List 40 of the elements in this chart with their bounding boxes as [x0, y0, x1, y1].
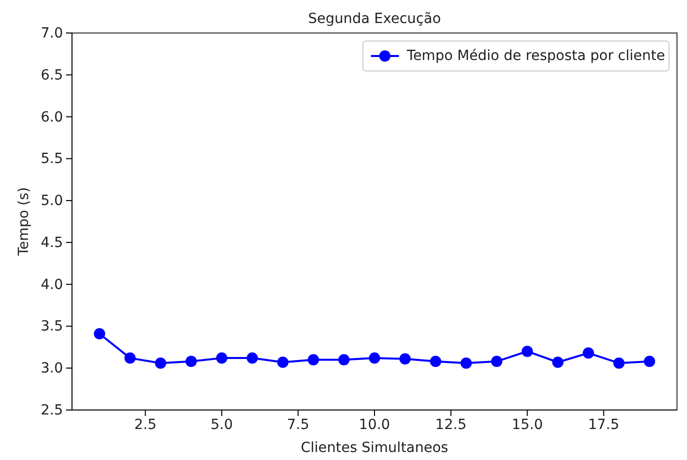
y-tick-label: 7.0 [40, 25, 63, 42]
chart-title: Segunda Execução [308, 11, 441, 27]
x-tick-label: 10.0 [358, 416, 390, 433]
x-tick-label: 7.5 [286, 416, 310, 433]
y-tick-label: 6.0 [40, 109, 63, 126]
y-tick-label: 6.5 [40, 67, 63, 84]
y-axis-title: Tempo (s) [16, 187, 32, 257]
x-tick-label: 12.5 [435, 416, 466, 433]
point [522, 346, 533, 357]
x-tick-label: 2.5 [134, 416, 156, 433]
point [124, 352, 136, 364]
y-tick-label: 4.0 [40, 276, 63, 293]
legend-label: Tempo Médio de resposta por cliente [406, 48, 665, 64]
point [613, 357, 625, 369]
point [430, 356, 442, 368]
x-tick-label: 17.5 [588, 416, 620, 433]
point [582, 347, 594, 359]
point [277, 356, 288, 368]
point [338, 354, 350, 366]
y-tick-label: 2.5 [40, 402, 63, 418]
point [368, 352, 380, 364]
point [154, 357, 166, 369]
y-tick-label: 3.5 [40, 318, 63, 335]
y-tick-label: 5.5 [40, 151, 63, 168]
point [308, 354, 320, 366]
x-axis-title: Clientes Simultaneos [300, 440, 448, 456]
y-tick-label: 3.0 [40, 360, 63, 377]
point [552, 356, 564, 368]
x-tick-label: 5.0 [210, 416, 233, 433]
y-tick-label: 5.0 [40, 193, 63, 210]
point [644, 356, 656, 368]
point [460, 357, 472, 369]
point [491, 356, 502, 368]
point [186, 356, 197, 368]
point [216, 352, 228, 364]
x-tick-label: 15.0 [512, 416, 543, 433]
point [94, 328, 106, 340]
point [399, 353, 411, 365]
point [246, 352, 258, 364]
y-tick-label: 4.5 [40, 234, 63, 251]
